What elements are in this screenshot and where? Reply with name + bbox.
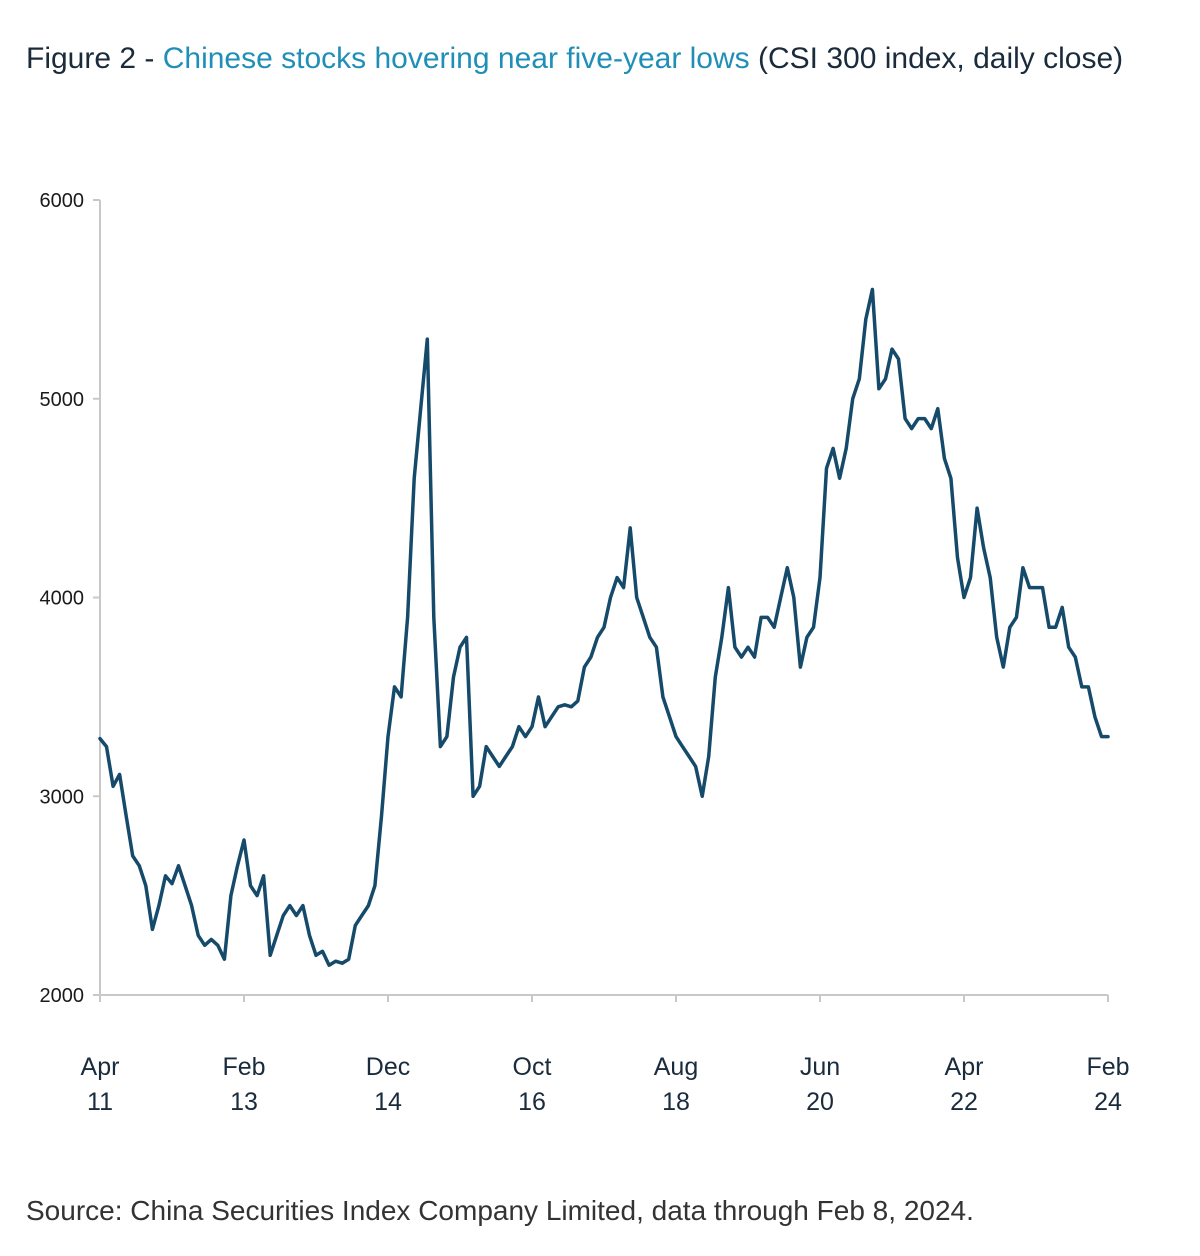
csi300-series-line [98, 287, 1110, 967]
x-tick-label-year: 11 [87, 1088, 113, 1116]
title-suffix: (CSI 300 index, daily close) [749, 42, 1124, 75]
x-tick-label-year: 13 [230, 1088, 258, 1116]
x-tick-label-month: Apr [81, 1053, 120, 1081]
source-note: Source: China Securities Index Company L… [26, 1195, 974, 1226]
x-axis: Apr 11 Feb 13 Dec 14 Oct 16 Aug 18 Jun 20 Apr 22 Feb 24 [81, 994, 1130, 1116]
x-tick-label-month: Oct [513, 1053, 552, 1081]
title-highlight: Chinese stocks hovering near five-year l… [162, 42, 750, 75]
x-tick-label-month: Dec [366, 1053, 410, 1081]
y-axis: 2000 3000 4000 5000 6000 [40, 190, 101, 1007]
x-tick-label-month: Feb [222, 1053, 265, 1081]
line-chart: 2000 3000 4000 5000 6000 Apr 11 Feb 13 Dec 14 Oct 1… [40, 190, 1130, 1116]
title-prefix: Figure 2 - [26, 42, 163, 75]
series-group [98, 287, 1110, 967]
y-tick-label: 6000 [40, 190, 85, 212]
chart-title: Figure 2 - Chinese stocks hovering near … [26, 38, 1146, 80]
y-tick-label: 2000 [40, 985, 85, 1007]
x-tick-label-month: Apr [945, 1053, 984, 1081]
x-tick-label-month: Jun [800, 1053, 840, 1081]
x-tick-label-year: 16 [518, 1088, 546, 1116]
x-tick-label-year: 14 [374, 1088, 402, 1116]
x-tick-label-year: 18 [662, 1088, 690, 1116]
x-tick-label-month: Aug [654, 1053, 698, 1081]
x-tick-label-year: 24 [1094, 1088, 1122, 1116]
y-tick-label: 5000 [40, 389, 85, 411]
y-tick-label: 3000 [40, 786, 85, 808]
y-tick-label: 4000 [40, 588, 85, 610]
x-tick-label-month: Feb [1086, 1053, 1129, 1081]
x-tick-label-year: 22 [950, 1088, 978, 1116]
x-tick-label-year: 20 [806, 1088, 834, 1116]
